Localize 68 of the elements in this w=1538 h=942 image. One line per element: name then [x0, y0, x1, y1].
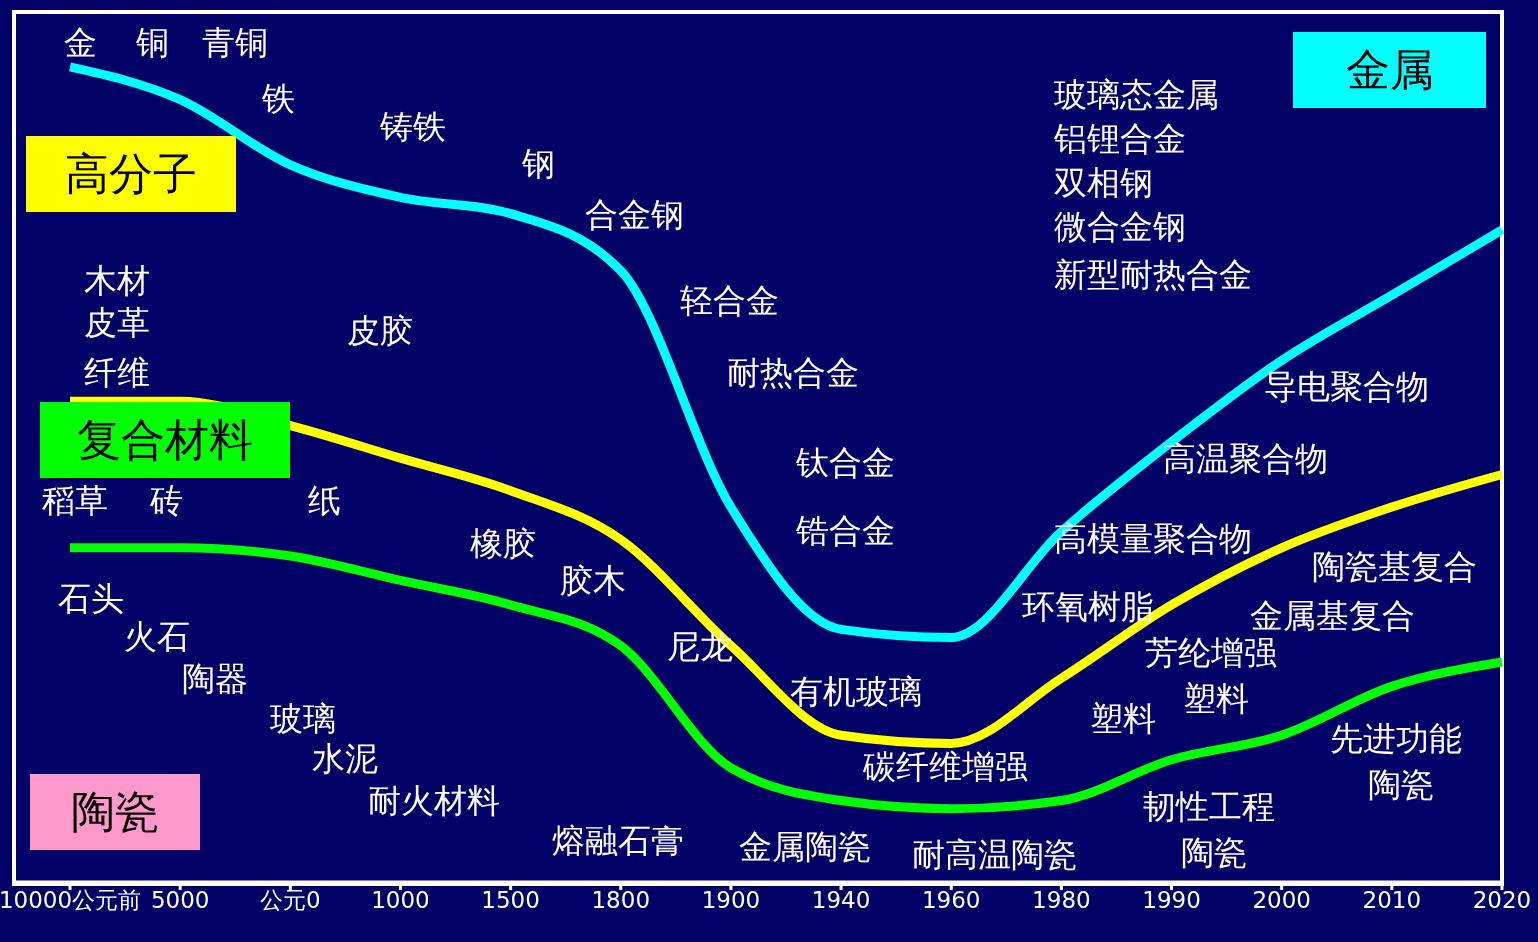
annotation: 合金钢 — [585, 195, 684, 234]
annotation: 新型耐热合金 — [1054, 255, 1252, 294]
annotation: 高分子 — [26, 136, 236, 212]
annotation: 塑料 — [1090, 699, 1156, 738]
annotation: 皮胶 — [347, 311, 413, 350]
annotation: 熔融石膏 — [552, 821, 684, 860]
annotation: 陶瓷 — [1181, 833, 1247, 872]
annotation: 石头 — [58, 579, 124, 618]
x-tick-label: 1960 — [921, 887, 981, 914]
annotation: 纸 — [308, 481, 341, 520]
annotation: 铝锂合金 — [1054, 119, 1186, 158]
text: 青铜 — [202, 23, 268, 62]
annotation: 芳纶增强 — [1145, 633, 1277, 672]
annotation: 轻合金 — [680, 281, 779, 320]
x-tick-label: 公元0 — [259, 887, 321, 914]
annotation: 环氧树脂 — [1022, 587, 1154, 626]
annotation: 木材 — [84, 261, 150, 300]
x-tick-label: 1980 — [1032, 887, 1091, 914]
x-tick-label: 2000 — [1252, 887, 1311, 914]
annotation: 先进功能 — [1330, 719, 1462, 758]
annotation: 陶瓷基复合 — [1312, 547, 1477, 586]
annotation: 皮革 — [84, 303, 150, 342]
x-tick-label: 2020 — [1472, 887, 1532, 914]
annotation: 橡胶 — [470, 524, 536, 563]
annotation: 钢 — [522, 144, 555, 183]
annotation: 锆合金 — [796, 511, 895, 550]
annotation: 韧性工程 — [1143, 787, 1275, 826]
x-tick-label: 1000 — [371, 887, 430, 914]
x-tick-label: 1940 — [811, 887, 871, 914]
annotation: 高模量聚合物 — [1054, 519, 1252, 558]
annotation: 金属基复合 — [1250, 596, 1415, 635]
x-tick-label: 2010 — [1362, 887, 1422, 914]
annotation: 耐热合金 — [727, 353, 859, 392]
annotation: 胶木 — [560, 561, 626, 600]
annotation: 塑料 — [1183, 679, 1249, 718]
annotation: 微合金钢 — [1054, 207, 1186, 246]
annotation: 碳纤维增强 — [863, 747, 1028, 786]
annotation: 稻草 — [42, 481, 108, 520]
x-tick-label: 10000公元前 — [0, 887, 142, 914]
annotation: 复合材料 — [40, 402, 290, 478]
annotation: 玻璃态金属 — [1054, 75, 1219, 114]
text: 金 — [64, 23, 97, 62]
annotation: 砖 — [150, 481, 183, 520]
annotation: 火石 — [124, 617, 190, 656]
annotation: 陶器 — [182, 659, 248, 698]
x-tick-label: 1990 — [1142, 887, 1201, 914]
annotation: 导电聚合物 — [1264, 367, 1429, 406]
annotation: 耐高温陶瓷 — [912, 835, 1077, 874]
x-tick-label: 1800 — [591, 887, 651, 914]
annotation: 耐火材料 — [368, 781, 500, 820]
annotation: 双相钢 — [1054, 163, 1153, 202]
annotation: 铁 — [262, 79, 295, 118]
x-tick-label: 1900 — [701, 887, 761, 914]
annotation: 尼龙 — [667, 627, 733, 666]
annotation: 有机玻璃 — [790, 672, 922, 711]
annotation: 水泥 — [312, 739, 378, 778]
annotation: 玻璃 — [270, 699, 336, 738]
annotation: 高温聚合物 — [1163, 439, 1328, 478]
annotation: 金属陶瓷 — [739, 827, 871, 866]
annotation: 金属 — [1293, 32, 1486, 108]
x-tick-label: 1500 — [481, 887, 540, 914]
annotation: 钛合金 — [796, 443, 895, 482]
annotation: 陶瓷 — [1368, 765, 1434, 804]
text: 铜 — [136, 23, 169, 62]
annotation: 陶瓷 — [30, 774, 200, 850]
annotation: 铸铁 — [380, 107, 446, 146]
x-tick-label: 5000 — [150, 887, 210, 914]
annotation: 纤维 — [84, 353, 150, 392]
